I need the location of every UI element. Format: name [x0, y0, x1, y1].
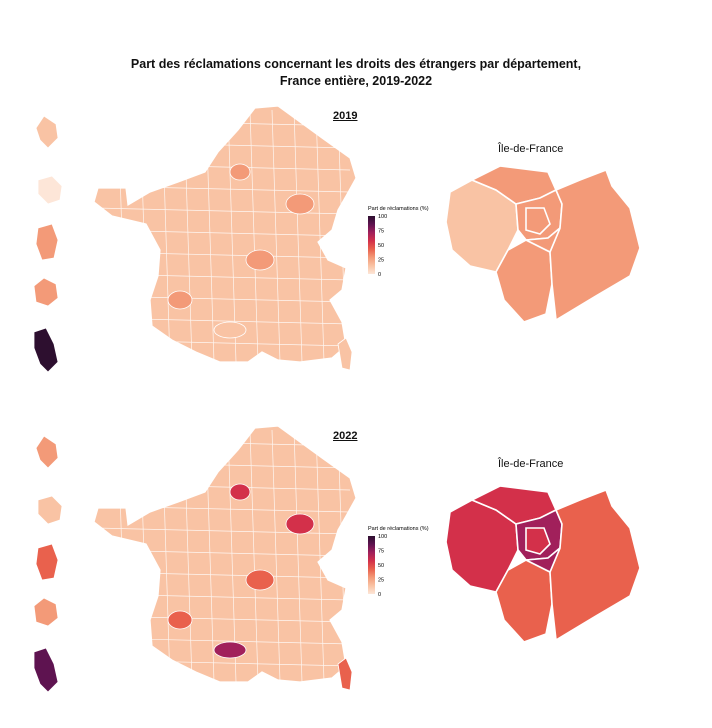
department-highlight [245, 249, 275, 271]
overseas-department [33, 647, 59, 693]
department-border-line [117, 429, 127, 682]
department-highlight [213, 641, 247, 659]
year-label-2022: 2022 [333, 430, 358, 442]
department-border-line [249, 109, 259, 362]
metropolitan-france [93, 105, 357, 363]
department-highlight [229, 483, 251, 501]
department-highlight [285, 513, 315, 535]
department-border-line [227, 109, 237, 362]
overseas-department [37, 495, 63, 525]
corsica [337, 657, 353, 691]
idf-department [525, 527, 551, 555]
legend-tick-label: 0 [378, 272, 381, 278]
legend-title: Part de réclamations (%) [368, 206, 429, 212]
idf-department [549, 488, 641, 642]
year-label-2019: 2019 [333, 110, 358, 122]
legend-colorbar [368, 536, 375, 594]
department-border-line [95, 527, 351, 535]
department-highlight [285, 193, 315, 215]
department-highlight [213, 321, 247, 339]
legend-tick-label: 75 [378, 549, 384, 555]
map-panel-2022: Part de réclamations (%) 100 75 50 25 0 [33, 425, 641, 693]
department-border-line [139, 429, 149, 682]
department-border-line [271, 429, 281, 682]
chart-title-line1: Part des réclamations concernant les dro… [130, 57, 582, 71]
overseas-department [35, 543, 59, 581]
idf-department [525, 207, 551, 235]
department-border-line [271, 109, 281, 362]
department-border-line [293, 109, 303, 362]
overseas-department [37, 175, 63, 205]
department-highlight [167, 610, 193, 630]
legend-tick-label: 100 [378, 214, 387, 220]
idf-department [549, 168, 641, 322]
overseas-department [33, 277, 59, 307]
legend-title: Part de réclamations (%) [368, 526, 429, 532]
department-border-line [95, 439, 351, 447]
department-border-line [293, 429, 303, 682]
idf-department [517, 227, 561, 254]
corsica [337, 337, 353, 371]
department-border-line [95, 119, 351, 127]
overseas-department [35, 435, 59, 469]
chart-title-line2: France entière, 2019-2022 [279, 74, 433, 88]
idf-department [517, 547, 561, 574]
idf-label-2019: Île-de-France [498, 143, 564, 155]
legend-colorbar [368, 216, 375, 274]
legend-tick-label: 50 [378, 243, 384, 249]
department-highlight [167, 290, 193, 310]
overseas-department [35, 115, 59, 149]
department-border-line [95, 207, 351, 215]
overseas-department [33, 327, 59, 373]
overseas-department [33, 597, 59, 627]
map-panel-2019: Part de réclamations (%) 100 75 50 25 0 [33, 105, 641, 373]
legend-tick-label: 25 [378, 258, 384, 264]
department-border-line [315, 109, 325, 362]
legend: Part de réclamations (%) 100 75 50 25 0 [368, 526, 429, 598]
department-border-line [315, 429, 325, 682]
department-border-line [117, 109, 127, 362]
overseas-department [35, 223, 59, 261]
legend-tick-label: 0 [378, 592, 381, 598]
legend-tick-label: 25 [378, 578, 384, 584]
department-highlight [229, 163, 251, 181]
idf-label-2022: Île-de-France [498, 458, 564, 470]
metropolitan-france [93, 425, 357, 683]
legend-tick-label: 75 [378, 229, 384, 235]
legend: Part de réclamations (%) 100 75 50 25 0 [368, 206, 429, 278]
legend-tick-label: 100 [378, 534, 387, 540]
department-border-line [227, 429, 237, 682]
legend-tick-label: 50 [378, 563, 384, 569]
chart-title: Part des réclamations concernant les dro… [0, 56, 712, 90]
department-border-line [139, 109, 149, 362]
department-border-line [249, 429, 259, 682]
department-highlight [245, 569, 275, 591]
